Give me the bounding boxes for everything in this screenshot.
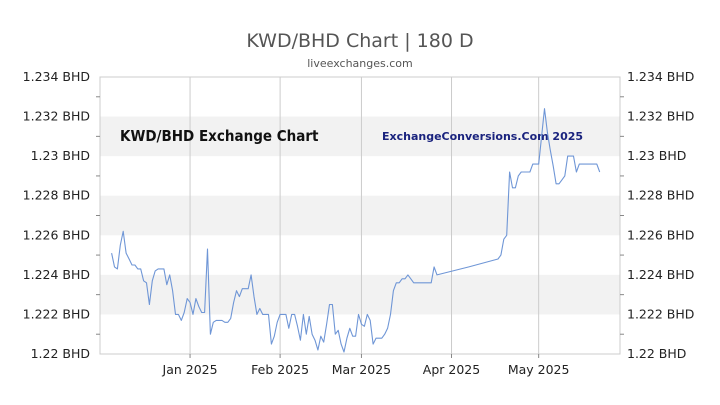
y-tick-label: 1.228 BHD <box>627 188 694 203</box>
y-tick-label: 1.226 BHD <box>627 227 694 242</box>
grid-lines <box>189 77 540 354</box>
y-tick-label: 1.234 BHD <box>23 69 90 84</box>
x-tick-label: Feb 2025 <box>251 362 309 377</box>
x-tick-label: Mar 2025 <box>332 362 391 377</box>
y-tick-label: 1.232 BHD <box>23 109 90 124</box>
y-tick-label: 1.222 BHD <box>627 306 694 321</box>
y-tick-label: 1.228 BHD <box>23 188 90 203</box>
inner-chart-title: KWD/BHD Exchange Chart <box>120 127 319 145</box>
background-band <box>100 116 620 157</box>
background-band <box>100 195 620 236</box>
background-bands <box>100 116 620 315</box>
x-axis: Jan 2025 Feb 2025 Mar 2025 Apr 2025 May 2025 <box>162 354 570 377</box>
chart-title: KWD/BHD Chart | 180 D <box>246 30 473 52</box>
y-axis-left: 1.234 BHD 1.232 BHD 1.23 BHD 1.228 BHD 1.226… <box>23 69 100 361</box>
y-tick-label: 1.23 BHD <box>627 148 686 163</box>
x-tick-label: Apr 2025 <box>423 362 480 377</box>
background-band <box>100 274 620 315</box>
y-axis-right: 1.234 BHD 1.232 BHD 1.23 BHD 1.228 BHD 1.226… <box>620 69 694 361</box>
chart-subtitle: liveexchanges.com <box>307 57 412 70</box>
watermark-text: ExchangeConversions.Com 2025 <box>382 130 583 143</box>
x-tick-label: Jan 2025 <box>162 362 218 377</box>
y-tick-label: 1.232 BHD <box>627 109 694 124</box>
y-tick-label: 1.226 BHD <box>23 227 90 242</box>
series-line <box>111 108 601 353</box>
y-tick-label: 1.224 BHD <box>23 267 90 282</box>
y-tick-label: 1.234 BHD <box>627 69 694 84</box>
y-tick-label: 1.222 BHD <box>23 306 90 321</box>
y-tick-label: 1.23 BHD <box>31 148 90 163</box>
y-tick-label: 1.22 BHD <box>31 346 90 361</box>
x-tick-label: May 2025 <box>508 362 570 377</box>
y-tick-label: 1.22 BHD <box>627 346 686 361</box>
y-tick-label: 1.224 BHD <box>627 267 694 282</box>
